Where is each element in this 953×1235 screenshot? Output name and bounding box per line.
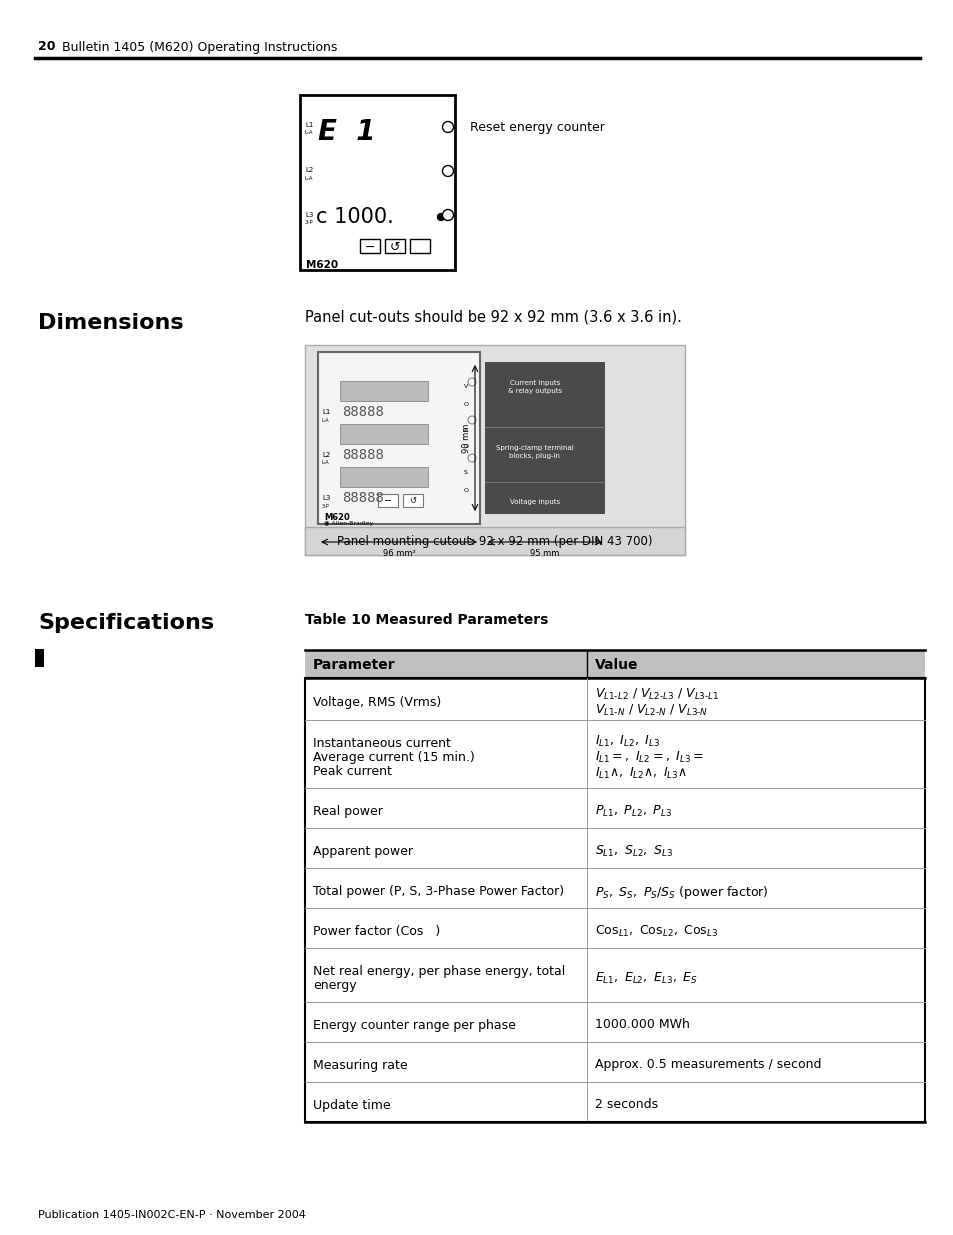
Circle shape <box>442 165 453 177</box>
Text: M620: M620 <box>306 261 337 270</box>
Text: L1: L1 <box>305 122 313 128</box>
Text: Publication 1405-IN002C-EN-P · November 2004: Publication 1405-IN002C-EN-P · November … <box>38 1210 306 1220</box>
Circle shape <box>437 214 444 221</box>
Text: $E_{L1},\ E_{L2},\ E_{L3},\ E_S$: $E_{L1},\ E_{L2},\ E_{L3},\ E_S$ <box>595 971 697 986</box>
Bar <box>339 424 428 445</box>
Circle shape <box>468 454 476 462</box>
Circle shape <box>442 210 453 221</box>
Text: 20: 20 <box>38 41 55 53</box>
Text: Voltage, RMS (Vrms): Voltage, RMS (Vrms) <box>313 697 441 709</box>
Text: L-A: L-A <box>305 131 314 136</box>
Bar <box>402 494 422 508</box>
Bar <box>305 527 684 555</box>
Text: Spring-clamp terminal
blocks, plug-in: Spring-clamp terminal blocks, plug-in <box>496 445 574 459</box>
Bar <box>305 678 924 1123</box>
Text: Voltage inputs: Voltage inputs <box>510 499 559 505</box>
Text: $P_{L1},\ P_{L2},\ P_{L3}$: $P_{L1},\ P_{L2},\ P_{L3}$ <box>595 804 671 819</box>
Text: Energy counter range per phase: Energy counter range per phase <box>313 1019 516 1032</box>
Bar <box>305 345 684 555</box>
Text: Measuring rate: Measuring rate <box>313 1058 407 1072</box>
Text: energy: energy <box>313 979 356 992</box>
Text: $\mathrm{Cos}_{L1},\ \mathrm{Cos}_{L2},\ \mathrm{Cos}_{L3}$: $\mathrm{Cos}_{L1},\ \mathrm{Cos}_{L2},\… <box>595 924 718 939</box>
Text: Real power: Real power <box>313 805 382 818</box>
Bar <box>299 95 455 270</box>
Text: Approx. 0.5 measurements / second: Approx. 0.5 measurements / second <box>595 1058 821 1071</box>
Text: $P_S,\ S_S,\ P_S/S_S\ \mathrm{(power\ factor)}$: $P_S,\ S_S,\ P_S/S_S\ \mathrm{(power\ fa… <box>595 884 768 902</box>
Circle shape <box>468 416 476 424</box>
Text: Update time: Update time <box>313 1099 390 1112</box>
Text: $S_{L1},\ S_{L2},\ S_{L3}$: $S_{L1},\ S_{L2},\ S_{L3}$ <box>595 844 673 860</box>
Bar <box>35 650 44 667</box>
Text: L-A: L-A <box>322 417 330 422</box>
Text: Value: Value <box>595 658 638 672</box>
Circle shape <box>468 378 476 387</box>
Text: 95 mm: 95 mm <box>530 548 559 557</box>
Bar <box>484 362 604 514</box>
Bar <box>385 240 405 253</box>
Text: O: O <box>463 401 469 406</box>
Text: ↺: ↺ <box>409 496 416 505</box>
Text: Average current (15 min.): Average current (15 min.) <box>313 751 475 764</box>
Text: −: − <box>364 241 375 253</box>
Bar <box>410 240 430 253</box>
Text: L3: L3 <box>322 495 330 501</box>
Text: $I_{L1}{=},\ I_{L2}{=},\ I_{L3}{=}$: $I_{L1}{=},\ I_{L2}{=},\ I_{L3}{=}$ <box>595 750 703 766</box>
Text: Current Inputs
& relay outputs: Current Inputs & relay outputs <box>507 380 561 394</box>
Text: 88888: 88888 <box>341 448 383 462</box>
Text: O: O <box>463 488 469 493</box>
Text: $I_{L1},\ I_{L2},\ I_{L3}$: $I_{L1},\ I_{L2},\ I_{L3}$ <box>595 734 659 750</box>
Text: L1: L1 <box>322 409 330 415</box>
Text: Reset energy counter: Reset energy counter <box>470 121 604 133</box>
Text: Total power (P, S, 3-Phase Power Factor): Total power (P, S, 3-Phase Power Factor) <box>313 885 563 898</box>
Text: 88888: 88888 <box>341 492 383 505</box>
Text: ◉ Allen-Bradley: ◉ Allen-Bradley <box>324 521 373 526</box>
Text: Peak current: Peak current <box>313 764 392 778</box>
Text: Dimensions: Dimensions <box>38 312 183 333</box>
Bar <box>339 467 428 487</box>
Text: A: A <box>463 427 468 432</box>
Text: ↺: ↺ <box>390 241 400 253</box>
Text: L2: L2 <box>322 452 330 458</box>
Text: L2: L2 <box>305 167 313 173</box>
Text: Panel cut-outs should be 92 x 92 mm (3.6 x 3.6 in).: Panel cut-outs should be 92 x 92 mm (3.6… <box>305 310 681 325</box>
Bar <box>305 650 924 678</box>
Circle shape <box>442 121 453 132</box>
Text: Panel mounting cutout: 92 x 92 mm (per DIN 43 700): Panel mounting cutout: 92 x 92 mm (per D… <box>337 535 652 547</box>
Text: Specifications: Specifications <box>38 613 213 634</box>
Text: O: O <box>463 445 469 450</box>
Text: Instantaneous current: Instantaneous current <box>313 737 451 750</box>
Text: 2 seconds: 2 seconds <box>595 1098 658 1112</box>
Text: L-A: L-A <box>322 461 330 466</box>
Text: 90 mm: 90 mm <box>461 424 471 453</box>
Text: Apparent power: Apparent power <box>313 845 413 858</box>
Bar <box>317 352 479 524</box>
Text: S: S <box>463 471 467 475</box>
Text: $I_{L1}{\wedge},\ I_{L2}{\wedge},\ I_{L3}{\wedge}$: $I_{L1}{\wedge},\ I_{L2}{\wedge},\ I_{L3… <box>595 766 686 781</box>
Text: 1000.000 MWh: 1000.000 MWh <box>595 1018 689 1031</box>
Bar <box>359 240 379 253</box>
Text: Power factor (Cos   ): Power factor (Cos ) <box>313 925 439 939</box>
Text: −: − <box>383 496 392 506</box>
Text: Table 10 Measured Parameters: Table 10 Measured Parameters <box>305 613 548 627</box>
Text: $V_{L1\text{-}L2}\ /\ V_{L2\text{-}L3}\ /\ V_{L3\text{-}L1}$: $V_{L1\text{-}L2}\ /\ V_{L2\text{-}L3}\ … <box>595 687 719 703</box>
Text: E  1: E 1 <box>317 119 375 146</box>
Text: 96 mm²: 96 mm² <box>382 548 415 557</box>
Text: Bulletin 1405 (M620) Operating Instructions: Bulletin 1405 (M620) Operating Instructi… <box>62 41 337 53</box>
Text: V: V <box>463 384 468 389</box>
Text: M620: M620 <box>324 513 350 521</box>
Text: Net real energy, per phase energy, total: Net real energy, per phase energy, total <box>313 965 565 978</box>
Text: 3-P: 3-P <box>305 221 314 226</box>
Text: 88888: 88888 <box>341 405 383 419</box>
Text: c 1000.: c 1000. <box>315 207 394 227</box>
Text: Parameter: Parameter <box>313 658 395 672</box>
Bar <box>377 494 397 508</box>
Bar <box>305 527 684 555</box>
Bar <box>339 382 428 401</box>
Text: L3: L3 <box>305 212 313 219</box>
Text: $V_{L1\text{-}N}\ /\ V_{L2\text{-}N}\ /\ V_{L3\text{-}N}$: $V_{L1\text{-}N}\ /\ V_{L2\text{-}N}\ /\… <box>595 703 707 718</box>
Text: L-A: L-A <box>305 175 314 180</box>
Text: 3-P: 3-P <box>322 504 330 509</box>
